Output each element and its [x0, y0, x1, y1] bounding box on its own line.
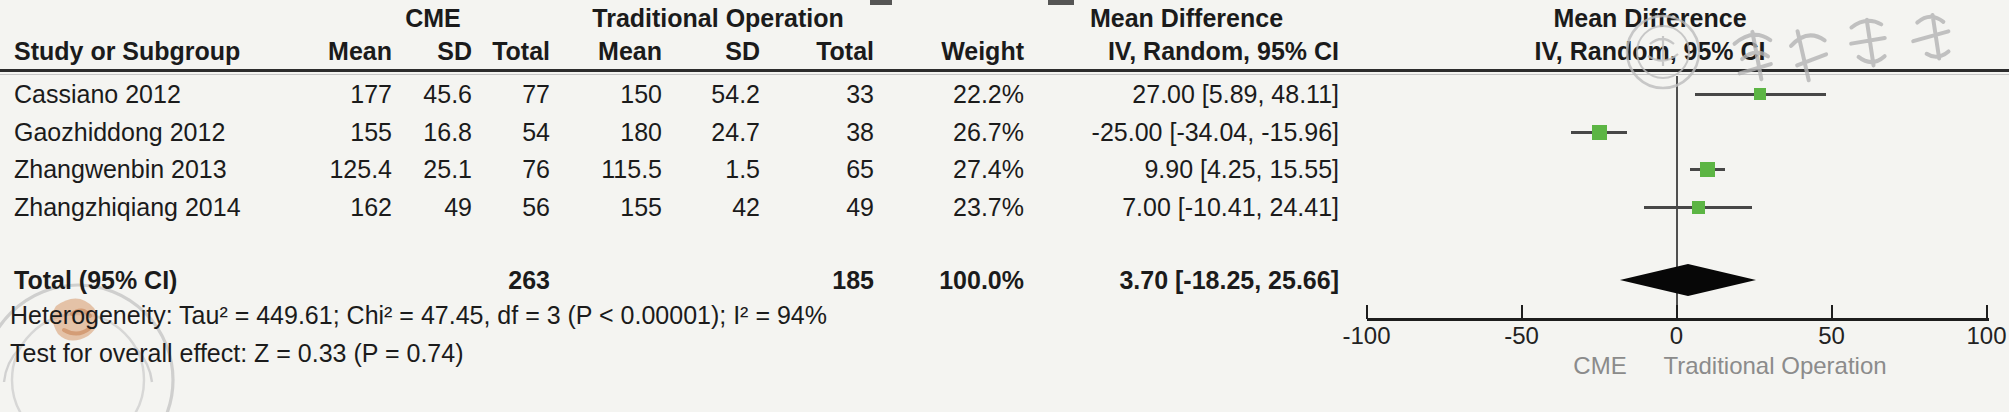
x-axis-tick: [1521, 305, 1523, 319]
total-ci-estimate-text: 3.70 [-18.25, 25.66]: [1030, 262, 1343, 298]
total-label: Total (95% CI): [0, 262, 310, 298]
x-axis-tick: [1366, 305, 1368, 319]
trad-total: 49: [766, 189, 880, 227]
trad-total: 38: [766, 114, 880, 152]
forest-plot-panel: Mean Difference IV, Random, 95% CI CME T…: [1340, 0, 2009, 412]
cme-sd: 45.6: [398, 76, 478, 114]
weight-square-marker: [1692, 201, 1705, 214]
weight-square-marker: [1700, 162, 1715, 177]
pooled-effect-diamond: [1620, 264, 1756, 296]
col-header-trad-total: Total: [766, 33, 880, 70]
cme-total: 54: [478, 114, 556, 152]
col-header-trad-sd: SD: [668, 33, 766, 70]
x-axis-tick-label: -100: [1327, 322, 1407, 350]
ci-estimate-text: 27.00 [5.89, 48.11]: [1030, 76, 1343, 114]
total-row: Total (95% CI) 263 185 100.0% 3.70 [-18.…: [0, 262, 1343, 298]
cme-total: 76: [478, 151, 556, 189]
weight-square-marker: [1592, 125, 1607, 140]
total-cme-n: 263: [478, 262, 556, 298]
weight: 27.4%: [880, 151, 1030, 189]
col-header-trad-mean: Mean: [556, 33, 668, 70]
study-name: Zhangwenbin 2013: [0, 151, 310, 189]
x-axis-tick-label: -50: [1482, 322, 1562, 350]
study-name: Cassiano 2012: [0, 76, 310, 114]
trad-sd: 24.7: [668, 114, 766, 152]
col-header-cme-mean: Mean: [310, 33, 398, 70]
total-weight: 100.0%: [880, 262, 1030, 298]
overall-effect-note: Test for overall effect: Z = 0.33 (P = 0…: [10, 337, 463, 369]
favours-right-label: Traditional Operation: [1625, 352, 1925, 380]
forest-plot-figure: CME Traditional Operation Mean Differenc…: [0, 0, 2009, 412]
trad-mean: 155: [556, 189, 668, 227]
x-axis-tick: [1986, 305, 1988, 319]
col-header-cme-sd: SD: [398, 33, 478, 70]
column-header-row: Study or Subgroup Mean SD Total Mean SD …: [0, 33, 1343, 70]
trad-total: 33: [766, 76, 880, 114]
weight: 26.7%: [880, 114, 1030, 152]
ci-estimate-text: 7.00 [-10.41, 24.41]: [1030, 189, 1343, 227]
trad-sd: 42: [668, 189, 766, 227]
trad-mean: 150: [556, 76, 668, 114]
cme-sd: 16.8: [398, 114, 478, 152]
total-trad-n: 185: [766, 262, 880, 298]
x-axis-tick-label: 50: [1792, 322, 1872, 350]
col-header-weight: Weight: [880, 33, 1030, 70]
cme-total: 77: [478, 76, 556, 114]
weight-square-marker: [1754, 88, 1766, 100]
weight: 22.2%: [880, 76, 1030, 114]
study-rows: Cassiano 2012 177 45.6 77 150 54.2 33 22…: [0, 76, 1343, 226]
header-separator-line: [0, 69, 2009, 72]
cme-total: 56: [478, 189, 556, 227]
trad-sd: 54.2: [668, 76, 766, 114]
group-header-cme: CME: [310, 3, 556, 33]
group-header-traditional: Traditional Operation: [556, 3, 880, 33]
ci-estimate-text: -25.00 [-34.04, -15.96]: [1030, 114, 1343, 152]
trad-mean: 180: [556, 114, 668, 152]
trad-total: 65: [766, 151, 880, 189]
trad-sd: 1.5: [668, 151, 766, 189]
cme-sd: 25.1: [398, 151, 478, 189]
cme-sd: 49: [398, 189, 478, 227]
x-axis-tick-label: 100: [1947, 322, 2009, 350]
trad-mean: 115.5: [556, 151, 668, 189]
x-axis-tick-label: 0: [1637, 322, 1717, 350]
col-header-cme-total: Total: [478, 33, 556, 70]
cme-mean: 162: [310, 189, 398, 227]
x-axis-tick: [1831, 305, 1833, 319]
cme-mean: 177: [310, 76, 398, 114]
study-name: Gaozhiddong 2012: [0, 114, 310, 152]
study-name: Zhangzhiqiang 2014: [0, 189, 310, 227]
header-separator-line-thin: [0, 74, 2009, 75]
plot-title: Mean Difference: [1340, 3, 1960, 33]
col-header-study: Study or Subgroup: [0, 33, 310, 70]
ci-estimate-text: 9.90 [4.25, 15.55]: [1030, 151, 1343, 189]
cme-mean: 125.4: [310, 151, 398, 189]
x-axis-tick: [1676, 305, 1678, 319]
cme-mean: 155: [310, 114, 398, 152]
plot-subtitle: IV, Random, 95% CI: [1340, 36, 1960, 66]
weight: 23.7%: [880, 189, 1030, 227]
group-header-mean-difference: Mean Difference: [1030, 3, 1343, 33]
col-header-iv-random: IV, Random, 95% CI: [1030, 33, 1343, 70]
heterogeneity-note: Heterogeneity: Tau² = 449.61; Chi² = 47.…: [10, 299, 827, 331]
x-axis-line: [1367, 318, 1989, 321]
